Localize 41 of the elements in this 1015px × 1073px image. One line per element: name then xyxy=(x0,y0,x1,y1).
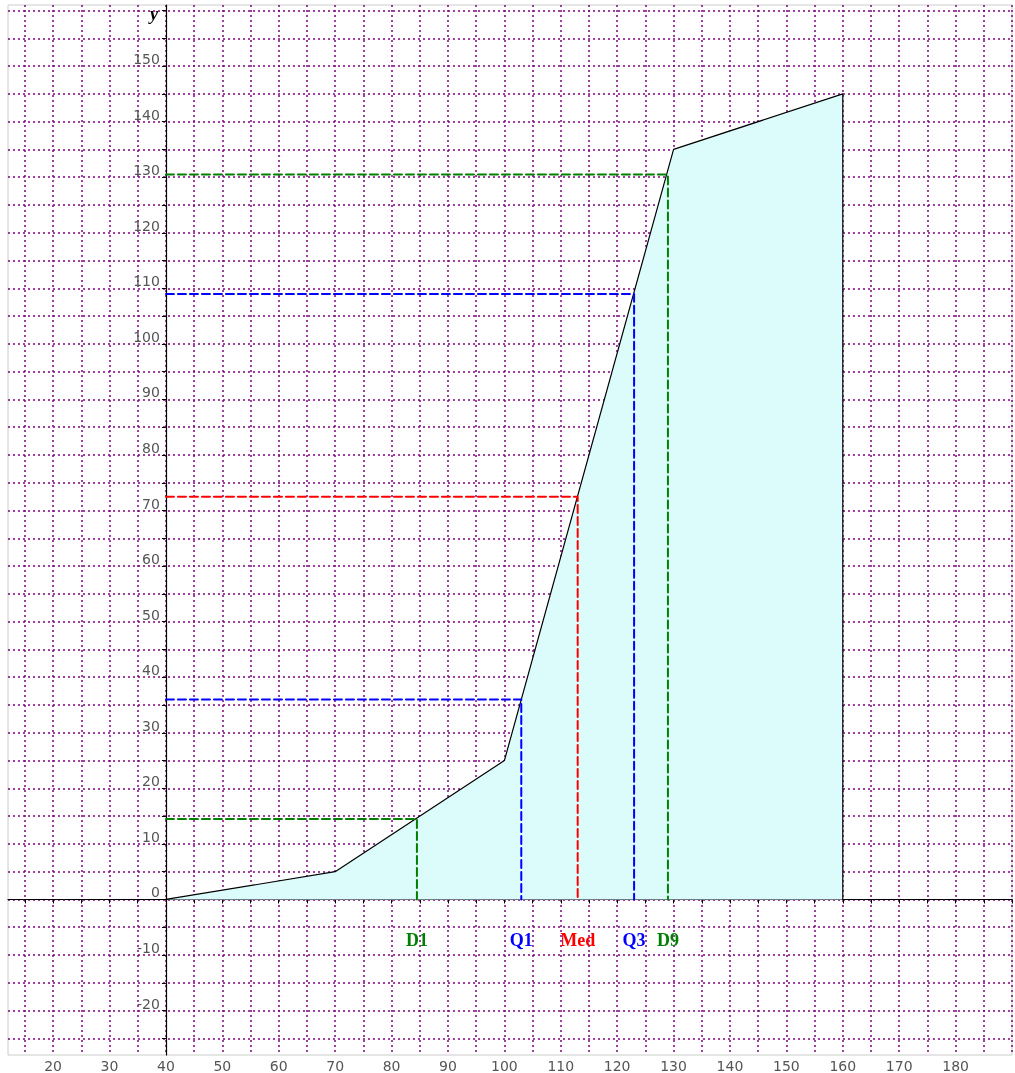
x-tick-label: 140 xyxy=(716,1058,744,1073)
series-label: Med xyxy=(560,930,596,951)
x-tick-label: 100 xyxy=(490,1058,518,1073)
y-tick-label: 120 xyxy=(133,217,160,234)
x-tick-label: 50 xyxy=(213,1058,232,1073)
x-tick-label: 80 xyxy=(382,1058,401,1073)
y-tick-label: 100 xyxy=(133,328,160,345)
y-tick-label: 40 xyxy=(142,662,160,679)
x-tick-label: 170 xyxy=(885,1058,913,1073)
series-label: Q1 xyxy=(509,930,533,951)
y-tick-label: 90 xyxy=(142,384,160,401)
x-tick-label: 90 xyxy=(439,1058,457,1073)
y-tick-label: -10 xyxy=(137,940,160,956)
y-tick-label: 150 xyxy=(133,51,160,68)
x-tick-label: 20 xyxy=(44,1058,63,1073)
x-tick-label: 180 xyxy=(942,1058,969,1073)
series-label: Q3 xyxy=(622,930,646,951)
series-label: D9 xyxy=(656,930,679,951)
y-tick-label: 30 xyxy=(142,717,160,734)
x-tick-label: 110 xyxy=(547,1058,575,1073)
y-tick-label: 110 xyxy=(133,273,160,290)
x-tick-label: 70 xyxy=(326,1058,345,1073)
y-tick-label: 60 xyxy=(142,551,160,568)
x-tick-label: 60 xyxy=(269,1058,288,1073)
x-tick-label: 40 xyxy=(157,1058,175,1073)
y-tick-label: 20 xyxy=(142,773,160,790)
x-tick-label: 120 xyxy=(603,1058,631,1073)
y-tick-label: 50 xyxy=(142,606,160,623)
y-tick-label: 80 xyxy=(142,440,160,456)
x-tick-label: 30 xyxy=(100,1058,119,1073)
y-axis-title: y xyxy=(147,4,159,24)
y-tick-label: 140 xyxy=(133,106,160,123)
y-tick-label: 130 xyxy=(133,162,160,179)
x-tick-label: 130 xyxy=(660,1058,687,1073)
y-tick-label: -20 xyxy=(137,995,160,1012)
x-tick-label: 160 xyxy=(829,1058,857,1073)
x-tick-label: 150 xyxy=(773,1058,800,1073)
series-label: D1 xyxy=(405,930,428,951)
y-tick-label: 70 xyxy=(142,495,160,512)
y-tick-label: 0 xyxy=(151,884,160,901)
y-tick-label: 10 xyxy=(142,828,160,845)
